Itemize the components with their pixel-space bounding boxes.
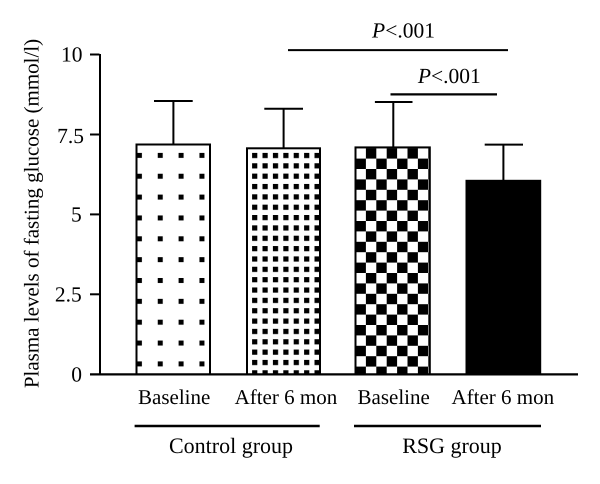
svg-text:RSG group: RSG group	[402, 433, 502, 458]
svg-text:P<.001: P<.001	[371, 19, 435, 43]
svg-text:2.5: 2.5	[55, 283, 82, 307]
svg-text:Plasma levels of fasting gluco: Plasma levels of fasting glucose (mmol/l…	[20, 39, 44, 388]
svg-text:10: 10	[61, 43, 83, 67]
svg-text:After 6 mon: After 6 mon	[451, 385, 554, 409]
svg-text:5: 5	[71, 203, 82, 227]
svg-text:P<.001: P<.001	[417, 64, 481, 88]
svg-text:Control group: Control group	[169, 433, 293, 458]
svg-text:Baseline: Baseline	[138, 385, 210, 409]
svg-text:7.5: 7.5	[57, 124, 84, 148]
svg-text:After 6 mon: After 6 mon	[235, 385, 338, 409]
svg-text:0: 0	[71, 363, 82, 387]
svg-text:Baseline: Baseline	[358, 385, 430, 409]
